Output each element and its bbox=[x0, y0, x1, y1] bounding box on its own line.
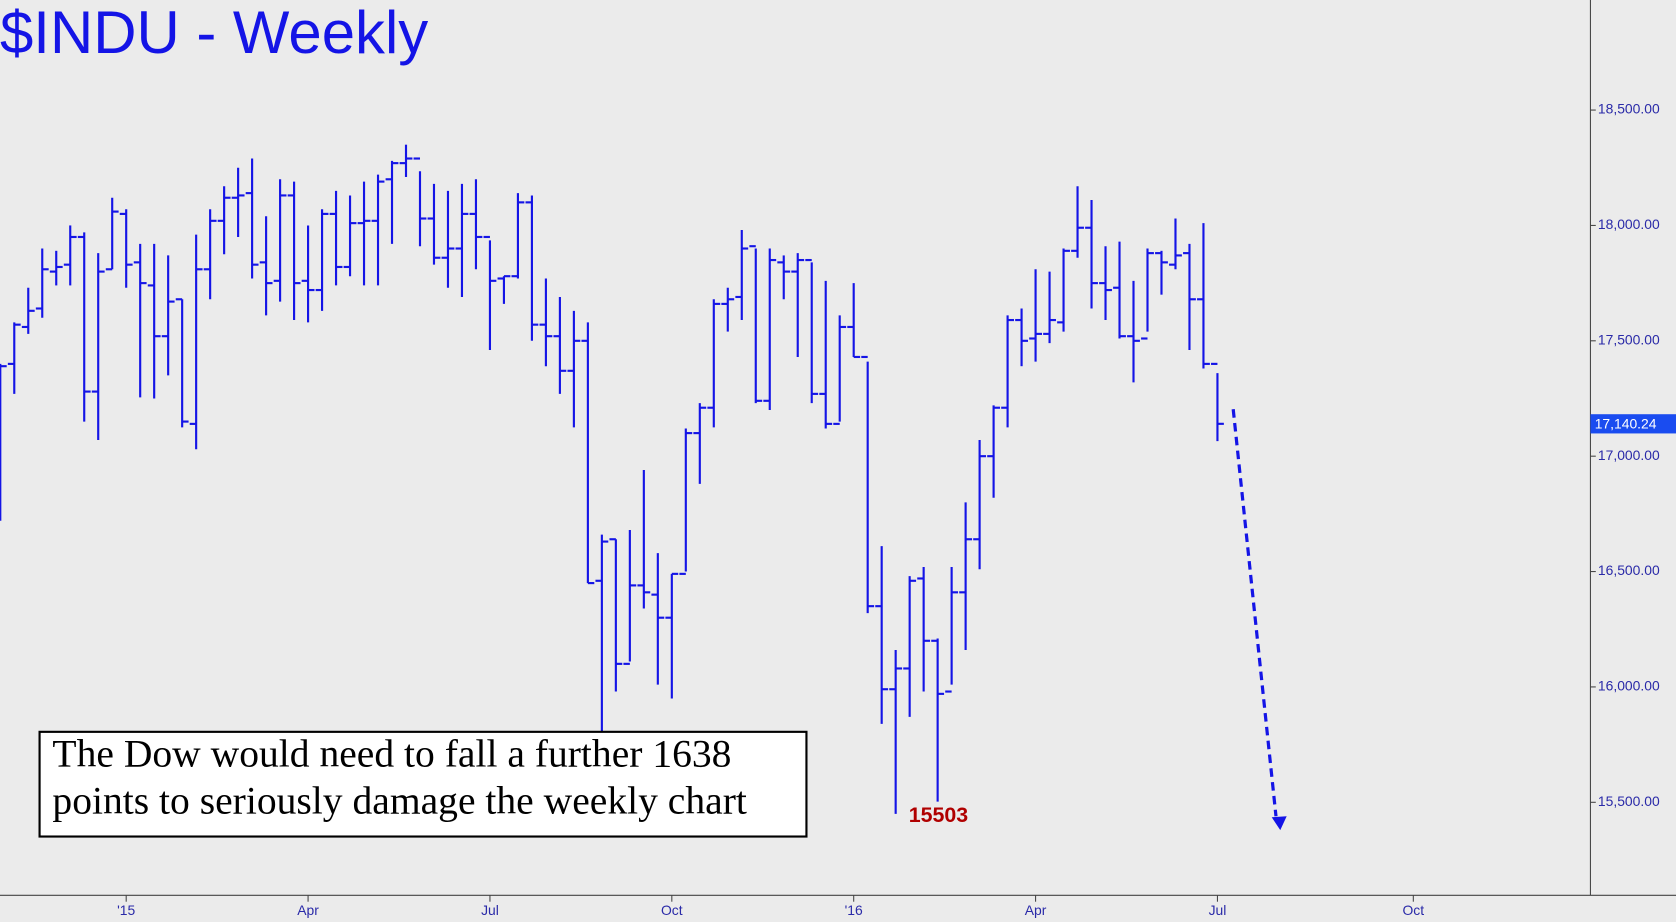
x-tick-label: Jul bbox=[1209, 902, 1227, 918]
x-tick-label: '15 bbox=[117, 902, 135, 918]
chart-title: $INDU - Weekly bbox=[0, 0, 428, 66]
y-tick-label: 15,500.00 bbox=[1598, 793, 1660, 809]
low-label: 15503 bbox=[909, 803, 969, 827]
y-tick-label: 17,500.00 bbox=[1598, 331, 1660, 347]
y-tick-label: 18,000.00 bbox=[1598, 216, 1660, 232]
x-tick-label: Oct bbox=[1403, 902, 1425, 918]
last-price-label: 17,140.24 bbox=[1595, 416, 1657, 432]
projection-arrow bbox=[1231, 409, 1278, 817]
y-tick-label: 17,000.00 bbox=[1598, 447, 1660, 463]
x-tick-label: Jul bbox=[481, 902, 499, 918]
y-tick-label: 18,500.00 bbox=[1598, 101, 1660, 117]
plot-area: 15,500.00 16,000.00 16,500.00 17,000.00 17,5… bbox=[0, 101, 1676, 918]
x-tick-label: Apr bbox=[1025, 902, 1047, 918]
annotation-line: points to seriously damage the weekly ch… bbox=[52, 779, 746, 823]
x-tick-label: Oct bbox=[661, 902, 683, 918]
y-tick-label: 16,000.00 bbox=[1598, 678, 1660, 694]
x-tick-label: '16 bbox=[845, 902, 863, 918]
annotation-line: The Dow would need to fall a further 163… bbox=[52, 732, 731, 776]
y-tick-label: 16,500.00 bbox=[1598, 562, 1660, 578]
arrow-head bbox=[1271, 816, 1287, 831]
x-tick-label: Apr bbox=[297, 902, 319, 918]
annotation-box bbox=[38, 730, 808, 838]
last-price-box bbox=[1590, 414, 1676, 434]
